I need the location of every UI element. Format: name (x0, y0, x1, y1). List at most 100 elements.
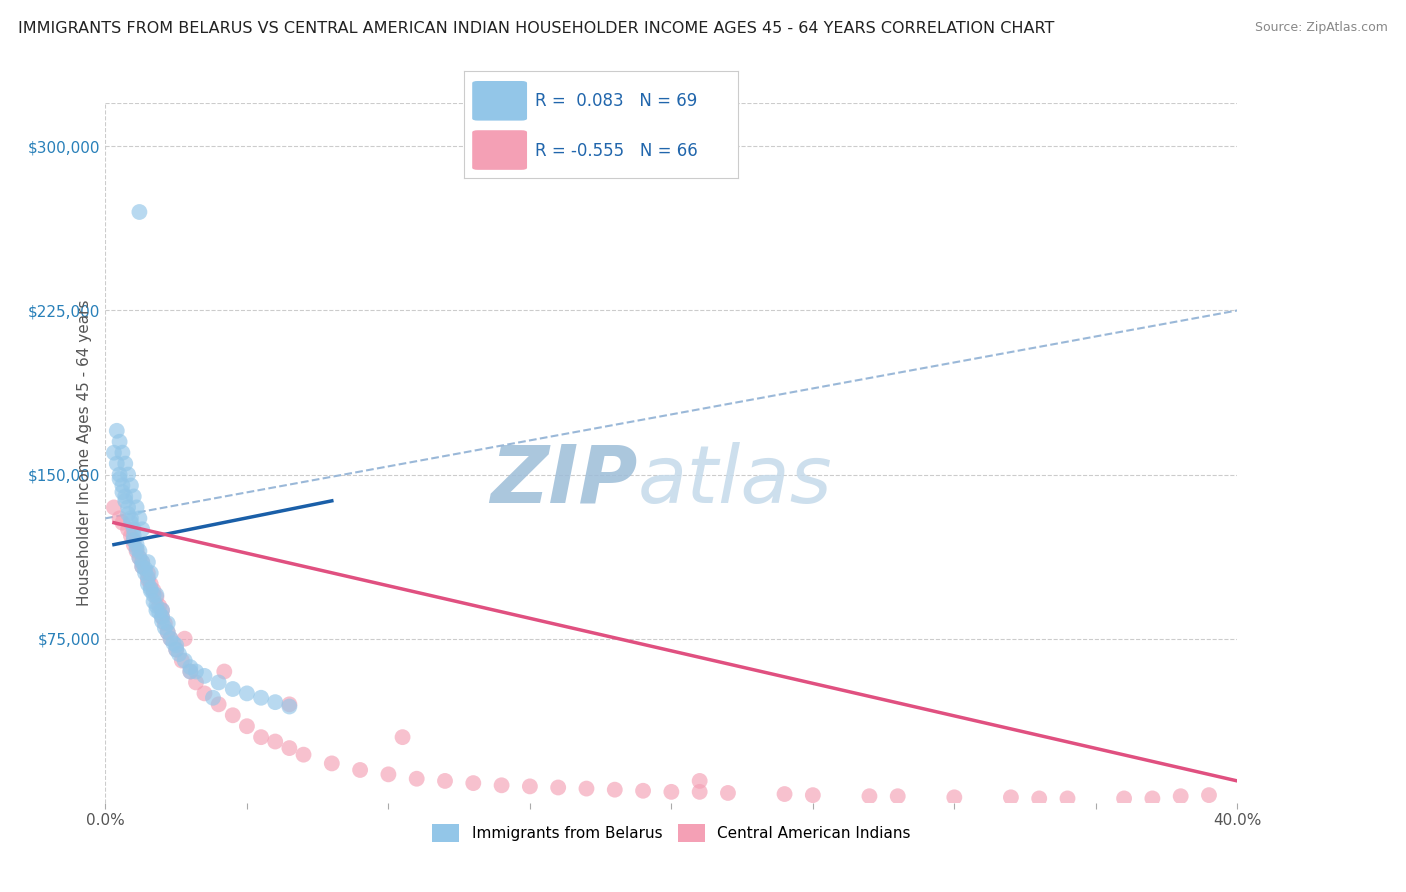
Point (193, 686, 215, 700)
Point (1170, 789, 1192, 804)
Point (150, 614, 173, 628)
Point (349, 763, 371, 777)
Point (148, 599, 170, 613)
FancyBboxPatch shape (472, 130, 527, 169)
Point (128, 544, 150, 558)
Point (193, 669, 215, 683)
Point (156, 625, 179, 640)
Point (120, 516, 142, 530)
Point (179, 660, 201, 674)
Point (1056, 791, 1078, 805)
Point (159, 632, 181, 646)
Point (150, 603, 173, 617)
Point (117, 500, 139, 515)
Point (111, 485, 134, 500)
Point (264, 695, 287, 709)
Point (117, 522, 139, 536)
Point (943, 790, 966, 805)
Text: IMMIGRANTS FROM BELARUS VS CENTRAL AMERICAN INDIAN HOUSEHOLDER INCOME AGES 45 - : IMMIGRANTS FROM BELARUS VS CENTRAL AMERI… (18, 21, 1054, 36)
Text: Source: ZipAtlas.com: Source: ZipAtlas.com (1254, 21, 1388, 34)
Point (184, 675, 207, 690)
Text: R =  0.083   N = 69: R = 0.083 N = 69 (536, 93, 697, 111)
Point (377, 767, 399, 781)
Point (1198, 788, 1220, 802)
Point (120, 511, 142, 525)
Point (136, 566, 159, 580)
Point (165, 642, 187, 657)
Point (136, 573, 159, 587)
Point (1114, 791, 1136, 805)
Point (145, 599, 167, 613)
Point (236, 686, 259, 700)
Point (1142, 791, 1164, 805)
Legend: Immigrants from Belarus, Central American Indians: Immigrants from Belarus, Central America… (426, 818, 917, 847)
Point (148, 606, 170, 620)
Point (103, 446, 125, 460)
Point (1028, 791, 1050, 805)
Point (491, 778, 513, 792)
Point (689, 785, 711, 799)
Point (162, 636, 184, 650)
Point (105, 457, 128, 471)
Point (134, 562, 156, 576)
Point (131, 559, 153, 574)
Point (122, 522, 145, 536)
Point (150, 609, 173, 624)
Point (136, 570, 159, 584)
Point (208, 675, 231, 690)
Point (391, 730, 413, 744)
Point (125, 500, 148, 515)
Point (139, 566, 162, 580)
Point (167, 647, 190, 661)
Point (603, 782, 626, 797)
Point (156, 625, 179, 640)
Point (222, 708, 245, 723)
Point (120, 529, 142, 543)
Y-axis label: Householder Income Ages 45 - 64 years: Householder Income Ages 45 - 64 years (76, 300, 91, 606)
Point (108, 434, 131, 449)
Point (145, 588, 167, 602)
Point (689, 773, 711, 788)
Point (128, 550, 150, 565)
Point (117, 507, 139, 521)
Point (108, 467, 131, 482)
Point (858, 789, 880, 804)
Point (108, 472, 131, 486)
Point (250, 730, 273, 744)
Point (150, 603, 173, 617)
FancyBboxPatch shape (472, 81, 527, 120)
Point (122, 538, 145, 552)
Point (801, 788, 824, 802)
Point (139, 577, 162, 591)
Point (661, 785, 683, 799)
Point (170, 654, 193, 668)
Point (142, 583, 165, 598)
Point (134, 566, 156, 580)
Point (173, 654, 195, 668)
Point (114, 493, 136, 508)
Point (145, 590, 167, 604)
Point (131, 555, 153, 569)
Point (150, 609, 173, 624)
Point (887, 789, 910, 804)
Point (111, 446, 134, 460)
Point (136, 577, 159, 591)
Point (463, 776, 485, 790)
Point (236, 719, 259, 733)
Point (179, 665, 201, 679)
Point (139, 583, 162, 598)
Point (214, 665, 236, 679)
Point (773, 787, 796, 801)
Point (631, 784, 654, 798)
Point (125, 544, 148, 558)
Point (519, 780, 541, 794)
Point (433, 773, 456, 788)
Point (278, 698, 301, 712)
Text: R = -0.555   N = 66: R = -0.555 N = 66 (536, 142, 697, 160)
Point (173, 632, 195, 646)
Point (128, 205, 150, 219)
Point (201, 690, 224, 705)
Text: atlas: atlas (637, 442, 832, 520)
Point (108, 511, 131, 525)
Point (222, 681, 245, 696)
